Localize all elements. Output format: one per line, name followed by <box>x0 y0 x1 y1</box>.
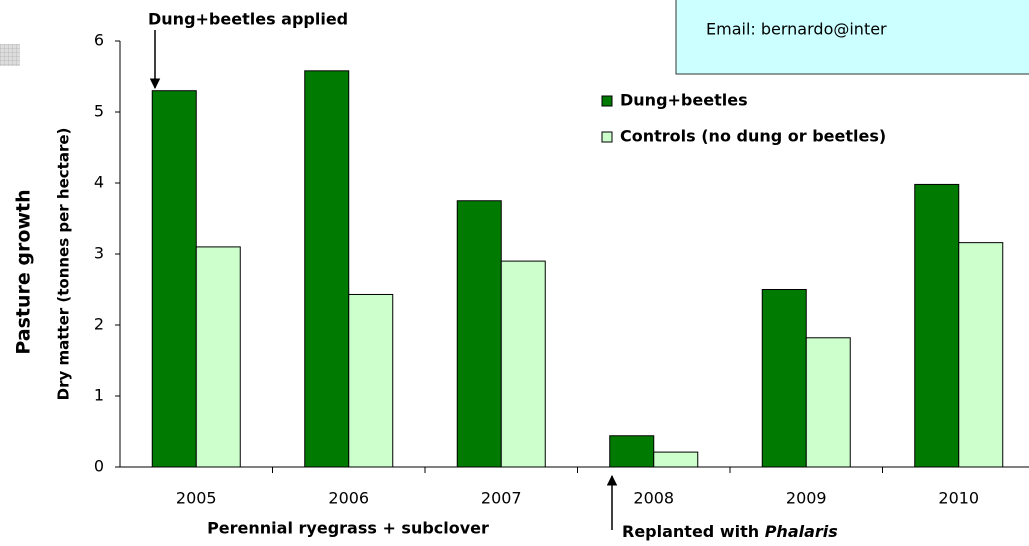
bar <box>958 242 1004 468</box>
y-tick-label: 0 <box>94 457 104 476</box>
y-tick-label: 5 <box>94 102 104 121</box>
bar <box>151 90 197 468</box>
y-tick-label: 2 <box>94 315 104 334</box>
legend-label: Dung+beetles <box>620 91 748 110</box>
annotation: Replanted with Phalaris <box>622 522 838 541</box>
bar <box>914 183 960 468</box>
bar <box>805 337 851 468</box>
y-tick-label: 6 <box>94 31 104 50</box>
bar <box>609 435 655 468</box>
legend-label: Controls (no dung or beetles) <box>620 127 886 146</box>
x-tick-label: 2006 <box>328 489 369 508</box>
annotation-text: Phalaris <box>765 522 838 541</box>
bar <box>653 451 699 468</box>
y-axis-title: Pasture growth <box>13 189 35 354</box>
bar <box>348 293 394 468</box>
bar <box>761 289 807 468</box>
x-axis-title: Perennial ryegrass + subclover <box>207 519 489 538</box>
x-tick-label: 2010 <box>938 489 979 508</box>
annotation-text: Replanted with <box>622 522 765 541</box>
y-tick-label: 3 <box>94 244 104 263</box>
y-tick-label: 4 <box>94 173 104 192</box>
bar <box>304 70 350 468</box>
bar <box>456 200 502 468</box>
x-tick-label: 2007 <box>481 489 522 508</box>
y-axis-subtitle: Dry matter (tonnes per hectare) <box>55 128 73 401</box>
bar <box>195 246 241 468</box>
y-tick-label: 1 <box>94 386 104 405</box>
bar <box>500 260 546 468</box>
legend-swatch <box>601 95 613 107</box>
x-tick-label: 2005 <box>176 489 217 508</box>
email-box <box>675 0 1029 75</box>
annotation: Dung+beetles applied <box>148 10 348 29</box>
legend-swatch <box>601 131 613 143</box>
x-tick-label: 2009 <box>786 489 827 508</box>
icon <box>0 44 20 66</box>
x-tick-label: 2008 <box>633 489 674 508</box>
email: Email: bernardo@inter <box>706 20 887 39</box>
